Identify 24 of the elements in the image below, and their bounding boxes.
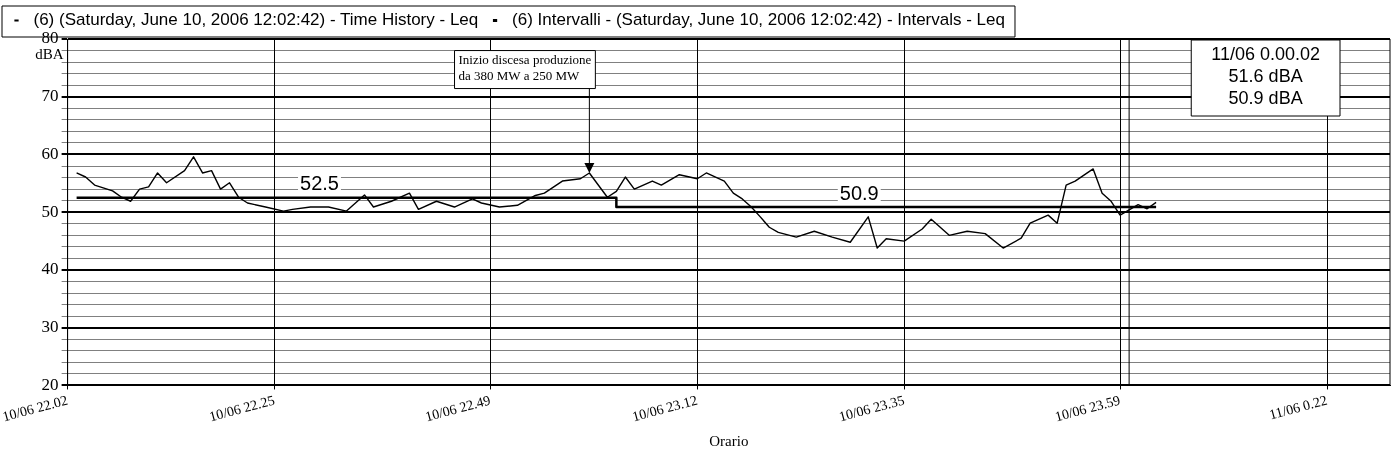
y-tick-label: 50 [41, 201, 59, 221]
legend-label: (6) Intervalli - (Saturday, June 10, 2006 12:02:42) - Intervals - Leq [512, 10, 1005, 30]
y-tick-label: 40 [41, 259, 59, 279]
x-tick-label: 10/06 22.49 [423, 392, 493, 425]
annotation: 50.9 [839, 181, 879, 204]
y-tick-label: 70 [41, 86, 59, 106]
x-tick-label: 11/06 0.22 [1267, 392, 1329, 423]
annotation: Inizio discesa produzione da 380 MW a 250 MW [458, 52, 592, 84]
y-tick-label: 80 [41, 28, 59, 48]
x-tick-label: 10/06 23.59 [1053, 392, 1122, 425]
y-tick-label: 60 [41, 143, 59, 163]
y-tick-label: 30 [41, 317, 59, 337]
x-tick-label: 10/06 23.12 [630, 392, 700, 425]
x-axis-title: Orario [709, 432, 749, 449]
y-axis-title: dBA [35, 46, 64, 63]
annotation: 50.9 dBA [1228, 87, 1303, 108]
x-tick-label: 10/06 22.02 [0, 392, 70, 425]
x-tick-label: 10/06 22.25 [207, 392, 277, 425]
x-tick-label: 10/06 23.35 [837, 392, 906, 425]
y-tick-label: 20 [41, 374, 59, 394]
annotation: 52.5 [300, 172, 339, 195]
legend-label: (6) (Saturday, June 10, 2006 12:02:42) - Time History - Leq [33, 10, 479, 30]
annotation: 11/06 0.00.02 [1211, 43, 1320, 64]
annotation: 51.6 dBA [1228, 65, 1303, 86]
